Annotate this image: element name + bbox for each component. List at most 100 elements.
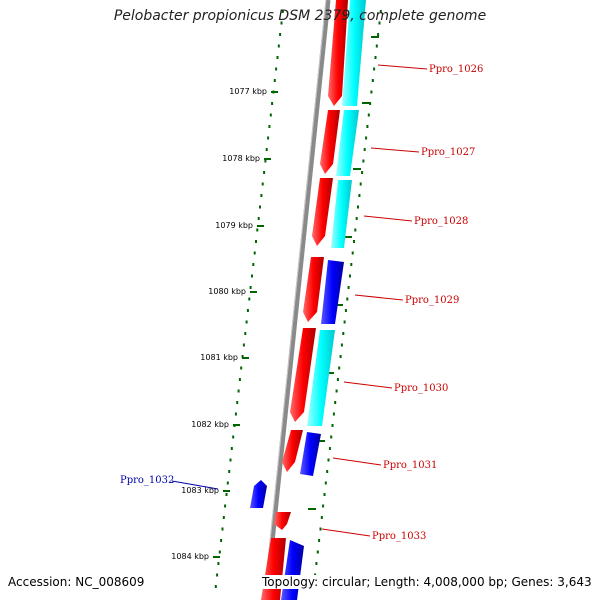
tick-dot-outer (324, 481, 327, 485)
tick-dot-inner (269, 113, 272, 117)
scale-tick-major (250, 291, 257, 293)
gene-label-ppro-1026[interactable]: Ppro_1026 (429, 64, 483, 75)
tick-dot-outer (370, 90, 373, 94)
tick-dot-inner (222, 516, 225, 519)
tick-dot-inner (253, 251, 256, 255)
tick-dot-inner (236, 401, 239, 404)
scale-ticks-outer (308, 10, 382, 588)
tick-dot-inner (276, 56, 279, 59)
tick-dot-inner (214, 585, 217, 588)
gene-label-ppro-1028[interactable]: Ppro_1028 (414, 216, 468, 227)
tick-dot-outer (318, 539, 321, 542)
tick-dot-inner (251, 274, 253, 278)
tick-dot-inner (218, 550, 221, 554)
scale-tick-major (213, 556, 220, 558)
scale-tick-major (242, 357, 249, 359)
scale-label: 1081 kbp (200, 353, 238, 362)
gene-leader-line (332, 457, 382, 466)
cds-ppro-1026[interactable] (328, 0, 348, 106)
gene-leader-line (370, 147, 420, 153)
gene-label-ppro-1031[interactable]: Ppro_1031 (383, 460, 437, 471)
tick-dot-outer (374, 56, 377, 59)
gene-label-leaders (171, 64, 428, 537)
tick-dot-inner (246, 309, 249, 312)
tick-dot-inner (267, 136, 270, 140)
tick-dot-outer (349, 274, 351, 278)
tick-dot-outer (353, 240, 355, 243)
tick-dot-outer (331, 424, 334, 427)
tick-dot-outer (359, 182, 362, 186)
cyan-block-3 (331, 180, 352, 248)
cds-bottom-red[interactable] (261, 538, 286, 600)
tick-dot-inner (263, 171, 266, 174)
backbone-arc (263, 0, 331, 600)
tick-dot-outer (362, 159, 365, 163)
cyan-block-1 (342, 0, 366, 106)
tick-dot-outer (378, 21, 381, 25)
tick-dot-inner (255, 240, 257, 243)
tick-dot-inner (252, 263, 255, 266)
cds-ppro-1029[interactable] (303, 257, 324, 322)
backbone-arc-highlight (263, 0, 327, 600)
tick-dot-outer (315, 562, 318, 565)
gene-label-ppro-1030[interactable]: Ppro_1030 (394, 383, 448, 394)
scale-tick-major (257, 225, 264, 227)
tick-dot-outer (347, 286, 350, 289)
tick-dot-inner (281, 10, 284, 13)
gene-label-ppro-1032[interactable]: Ppro_1032 (120, 475, 174, 486)
tick-dot-outer (377, 33, 380, 36)
tick-dot-outer (358, 194, 361, 197)
tick-dot-inner (245, 320, 248, 324)
tick-dot-inner (273, 79, 276, 82)
cds-ppro-1029-blue[interactable] (321, 260, 344, 324)
tick-dot-outer (343, 320, 346, 324)
tick-dot-inner (249, 286, 252, 289)
tick-dot-inner (237, 389, 240, 393)
tick-dot-outer (328, 447, 331, 450)
tick-dot-outer (355, 217, 358, 220)
accession-text: Accession: NC_008609 (8, 575, 145, 589)
gene-leader-line (377, 64, 428, 70)
tick-dot-inner (264, 159, 267, 163)
tick-dot-inner (241, 355, 244, 358)
tick-dot-outer (339, 355, 342, 358)
tick-major-outer (353, 168, 361, 170)
cds-ppro-1031[interactable] (282, 430, 303, 472)
cds-ppro-1033[interactable] (274, 512, 291, 530)
tick-dot-inner (234, 412, 237, 416)
scale-tick-major (271, 91, 278, 93)
tick-dot-outer (326, 470, 329, 473)
tick-dot-outer (354, 228, 357, 232)
tick-dot-outer (369, 102, 372, 105)
tick-dot-inner (238, 378, 241, 381)
gene-label-ppro-1033[interactable]: Ppro_1033 (372, 531, 426, 542)
gene-leader-line (354, 294, 404, 301)
cds-ppro-1027[interactable] (320, 110, 340, 174)
gene-label-ppro-1027[interactable]: Ppro_1027 (421, 147, 475, 158)
tick-dot-inner (279, 33, 282, 36)
tick-dot-inner (220, 539, 223, 542)
tick-dot-outer (330, 435, 333, 439)
topology-summary: Topology: circular; Length: 4,008,000 bp… (262, 575, 592, 589)
tick-dot-outer (366, 125, 369, 128)
tick-dot-inner (265, 148, 268, 151)
cds-ppro-1032[interactable] (250, 480, 267, 508)
tick-dot-outer (335, 389, 338, 393)
scale-label: 1078 kbp (222, 154, 260, 163)
scale-label: 1079 kbp (215, 221, 253, 230)
tick-dot-inner (242, 343, 245, 347)
gene-label-ppro-1029[interactable]: Ppro_1029 (405, 295, 459, 306)
cds-ppro-1028[interactable] (312, 178, 333, 246)
tick-dot-outer (367, 113, 370, 117)
cyan-block-4 (307, 330, 335, 426)
tick-dot-inner (225, 493, 228, 496)
cds-ppro-1031-blue[interactable] (300, 432, 321, 476)
tick-dot-inner (228, 470, 231, 473)
scale-label: 1082 kbp (191, 420, 229, 429)
tick-dot-inner (226, 481, 229, 485)
cds-ppro-1030[interactable] (290, 328, 316, 422)
scale-label: 1084 kbp (171, 552, 209, 561)
gene-leader-line (363, 215, 413, 222)
scale-label: 1083 kbp (181, 486, 219, 495)
